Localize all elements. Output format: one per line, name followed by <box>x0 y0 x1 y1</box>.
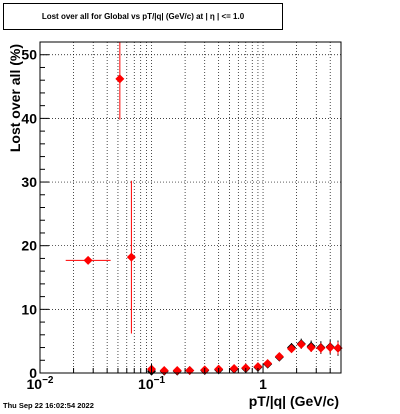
y-tick-label: 10 <box>21 301 37 317</box>
x-tick-label: 1 <box>259 376 267 392</box>
data-point <box>115 74 125 84</box>
y-tick-label: 40 <box>21 110 37 126</box>
data-series <box>65 42 343 376</box>
timestamp-footer: Thu Sep 22 16:02:54 2022 <box>3 401 94 410</box>
y-tick-label: 50 <box>21 47 37 63</box>
data-point <box>316 343 326 353</box>
data-point <box>253 362 263 372</box>
data-point <box>263 358 273 368</box>
data-point <box>241 363 251 373</box>
data-point <box>159 365 169 375</box>
x-tick-label: 10−2 <box>27 375 54 392</box>
data-point <box>333 343 343 353</box>
data-point <box>126 252 136 262</box>
data-point <box>83 255 93 265</box>
data-point <box>296 339 306 349</box>
y-axis-title: Lost over all (%) <box>7 44 23 152</box>
data-point <box>287 344 297 354</box>
x-tick-label: 10−1 <box>138 375 165 392</box>
y-tick-label: 0 <box>29 365 37 381</box>
data-point <box>325 343 335 353</box>
data-point <box>172 365 182 375</box>
data-point <box>229 364 239 374</box>
data-point <box>185 365 195 375</box>
data-point <box>274 351 284 361</box>
y-tick-label: 30 <box>21 174 37 190</box>
x-axis-title: pT/|q| (GeV/c) <box>249 393 339 409</box>
chart-title: Lost over all for Global vs pT/|q| (GeV/… <box>41 12 245 21</box>
grid-lines <box>39 42 342 373</box>
plot-frame <box>39 41 342 374</box>
series-1 <box>65 42 343 375</box>
axis-ticks <box>39 41 342 374</box>
y-tick-label: 20 <box>21 238 37 254</box>
chart-title-box: Lost over all for Global vs pT/|q| (GeV/… <box>3 3 283 30</box>
data-point <box>306 343 316 353</box>
tick-labels: 0 10 20 30 40 50 10−2 10−1 1 <box>21 47 267 392</box>
